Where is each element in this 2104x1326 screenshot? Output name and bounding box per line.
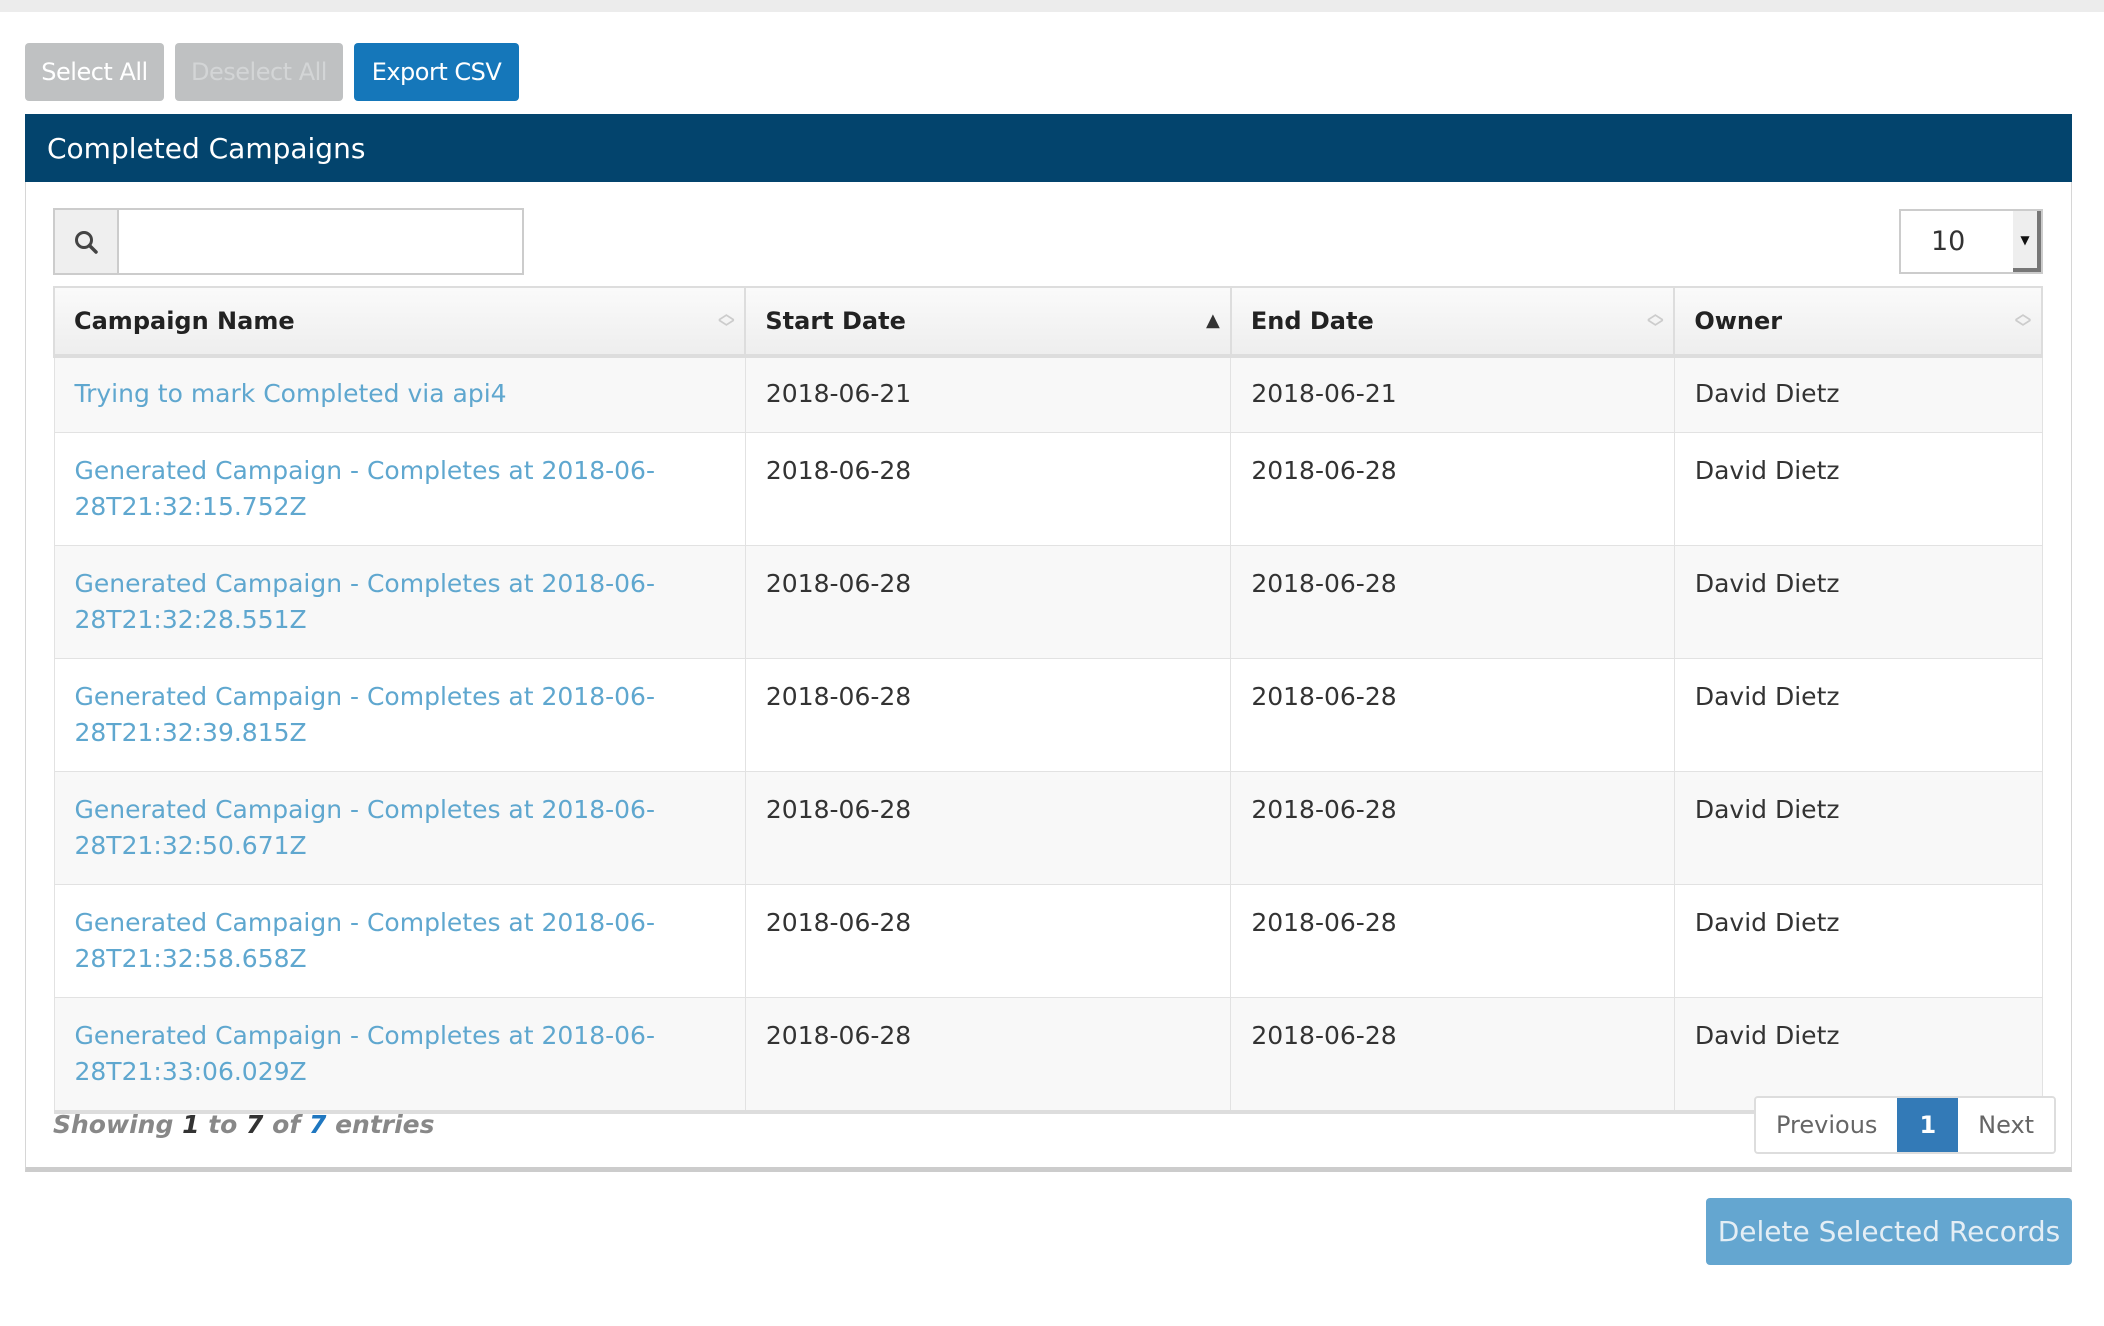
search-box [53,208,524,275]
end-date-cell: 2018-06-28 [1230,658,1675,772]
owner-cell: David Dietz [1673,884,2043,998]
column-header-owner[interactable]: Owner ︿ ﹀ [1673,286,2043,358]
campaign-link[interactable]: Trying to mark Completed via api4 [74,379,507,408]
column-header-campaign-name[interactable]: Campaign Name ︿ ﹀ [52,286,747,358]
start-date-cell: 2018-06-28 [744,771,1232,885]
table-row: Generated Campaign - Completes at 2018-0… [53,771,2043,885]
owner-cell: David Dietz [1673,658,2043,772]
end-date-cell: 2018-06-28 [1230,545,1675,659]
campaigns-table: Campaign Name ︿ ﹀ Start Date ▲ End Date ︿ ﹀ O… [52,286,2043,1114]
select-all-button[interactable]: Select All [25,43,164,101]
table-row: Generated Campaign - Completes at 2018-0… [53,884,2043,998]
table-info: Showing 1 to 7 of 7 entries [53,1110,435,1139]
start-date-cell: 2018-06-28 [744,432,1232,546]
sort-ascending-icon: ▲ [1206,310,1220,331]
owner-cell: David Dietz [1673,771,2043,885]
search-input[interactable] [119,210,522,273]
campaign-link[interactable]: Generated Campaign - Completes at 2018-0… [74,908,655,973]
panel-title: Completed Campaigns [25,114,2072,182]
chevron-down-icon: ▼ [2013,211,2041,272]
campaign-link[interactable]: Generated Campaign - Completes at 2018-0… [74,1021,655,1086]
owner-cell: David Dietz [1673,355,2043,433]
start-date-cell: 2018-06-28 [744,884,1232,998]
end-date-cell: 2018-06-28 [1230,997,1675,1114]
start-date-cell: 2018-06-21 [744,355,1232,433]
owner-cell: David Dietz [1673,997,2043,1114]
campaign-link[interactable]: Generated Campaign - Completes at 2018-0… [74,456,655,521]
deselect-all-button[interactable]: Deselect All [175,43,343,101]
previous-page-button[interactable]: Previous [1756,1098,1898,1152]
start-date-cell: 2018-06-28 [744,997,1232,1114]
table-row: Generated Campaign - Completes at 2018-0… [53,658,2043,772]
pagination: Previous 1 Next [1754,1096,2057,1154]
column-header-end-date[interactable]: End Date ︿ ﹀ [1229,286,1676,358]
end-date-cell: 2018-06-28 [1230,432,1675,546]
next-page-button[interactable]: Next [1958,1098,2055,1152]
table-row: Generated Campaign - Completes at 2018-0… [53,432,2043,546]
table-row: Generated Campaign - Completes at 2018-0… [53,545,2043,659]
owner-cell: David Dietz [1673,545,2043,659]
delete-selected-records-button[interactable]: Delete Selected Records [1706,1198,2072,1265]
search-icon [55,210,119,273]
end-date-cell: 2018-06-21 [1230,355,1675,433]
sort-icon: ︿ ﹀ [718,304,735,337]
campaign-link[interactable]: Generated Campaign - Completes at 2018-0… [74,795,655,860]
start-date-cell: 2018-06-28 [744,545,1232,659]
end-date-cell: 2018-06-28 [1230,771,1675,885]
table-row: Generated Campaign - Completes at 2018-0… [53,997,2043,1114]
page-1-button[interactable]: 1 [1897,1098,1959,1152]
column-header-start-date[interactable]: Start Date ▲ [744,286,1232,358]
end-date-cell: 2018-06-28 [1230,884,1675,998]
campaign-link[interactable]: Generated Campaign - Completes at 2018-0… [74,569,655,634]
top-strip [0,0,2104,12]
owner-cell: David Dietz [1673,432,2043,546]
page-length-select[interactable]: 10 ▼ [1899,209,2043,274]
export-csv-button[interactable]: Export CSV [354,43,519,101]
page-length-value: 10 [1931,226,1966,257]
table-row: Trying to mark Completed via api4 2018-0… [53,355,2043,433]
sort-icon: ︿ ﹀ [2014,304,2031,337]
sort-icon: ︿ ﹀ [1647,304,1664,337]
completed-campaigns-panel: Completed Campaigns [25,114,2072,1172]
campaign-link[interactable]: Generated Campaign - Completes at 2018-0… [74,682,655,747]
start-date-cell: 2018-06-28 [744,658,1232,772]
